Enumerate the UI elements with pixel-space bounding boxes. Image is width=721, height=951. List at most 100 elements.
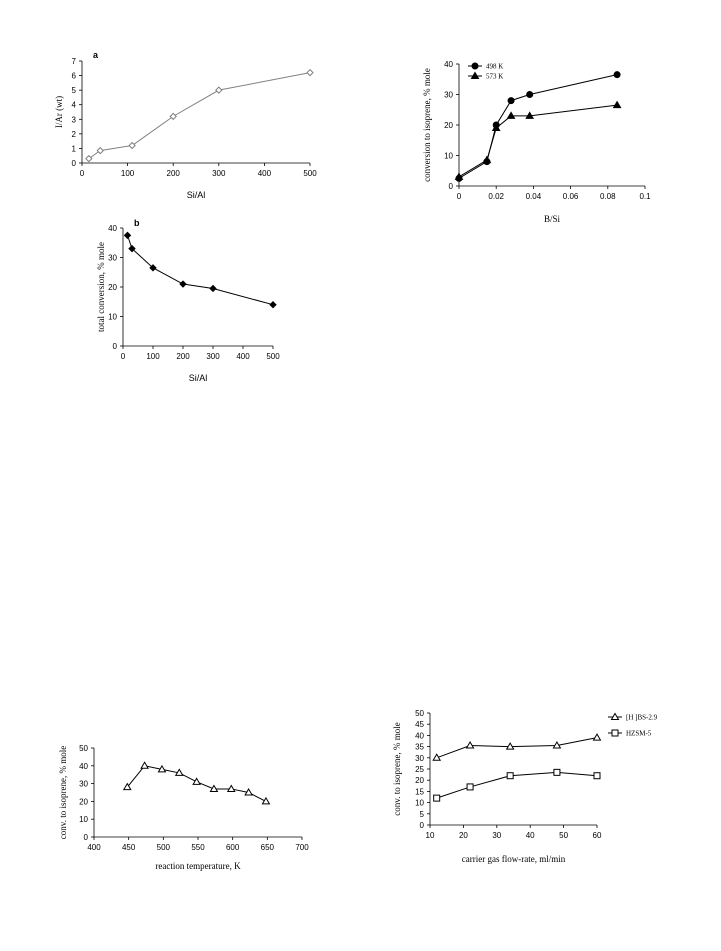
data-point [169,112,177,121]
x-tick-label: 30 [492,831,501,840]
x-tick-label: 400 [87,843,101,852]
y-tick-label: 7 [72,57,77,66]
y-tick-label: 40 [415,731,424,740]
x-tick-label: 650 [261,843,275,852]
x-tick-label: 200 [176,352,190,361]
y-tick-label: 20 [444,121,453,130]
x-tick-label: 0.06 [563,192,579,201]
y-tick-label: 15 [415,787,424,796]
data-point [215,86,223,94]
data-point [174,768,184,776]
data-point [592,733,602,741]
x-tick-label: 40 [526,831,535,840]
data-point [157,764,167,773]
data-point [466,783,474,791]
data-point [244,788,253,796]
chart-e: 10 20 30 40 50 60 0 5 10 15 20 25 30 35 40 45 50 carrier … [392,709,658,864]
y-axis-label: conv. to isoprene, % mole [58,746,68,839]
y-tick-label: 50 [415,709,424,718]
x-axis-label: reaction temperature, K [155,861,241,871]
series-line [436,771,598,799]
y-tick-label: 0 [113,342,118,351]
x-tick-label: 0 [457,192,462,201]
y-tick-label: 3 [72,115,77,124]
x-tick-label: 400 [258,169,272,178]
x-tick-label: 450 [122,843,136,852]
data-point [552,740,562,749]
legend-marker [611,729,619,737]
data-point [122,782,132,791]
series-line [436,737,598,759]
legend-marker [470,71,480,79]
data-point [505,742,515,750]
y-tick-label: 10 [415,799,424,808]
y-tick-label: 20 [79,797,88,806]
data-point [526,91,534,98]
legend-marker [610,712,620,720]
x-tick-label: 400 [236,352,250,361]
x-tick-label: 60 [593,831,602,840]
y-tick-label: 40 [79,762,88,771]
y-axis-label: conv. to isoprene, % mole [392,722,402,815]
y-tick-label: 5 [420,810,425,819]
x-axis-label: Si/Al [189,373,208,383]
data-point [432,753,442,761]
y-tick-label: 25 [415,765,424,774]
data-point [465,740,475,749]
y-tick-label: 10 [108,313,117,322]
chart-c: 0 0.02 0.04 0.06 0.08 0.1 0 10 20 30 40 B/Si convers… [422,60,651,224]
data-point [96,146,104,155]
chart-d: 400 450 500 550 600 650 700 0 10 20 30 40 50 reaction… [58,744,309,871]
x-axis-label: B/Si [544,214,561,224]
x-tick-label: 50 [559,831,568,840]
y-tick-label: 50 [79,744,88,753]
data-point [128,244,136,253]
data-point [593,772,601,780]
series-line [127,235,274,306]
data-point [149,264,157,272]
y-tick-label: 40 [108,224,117,233]
y-tick-label: 1 [72,144,77,153]
data-point [613,71,621,79]
data-point [179,280,187,288]
data-point [226,784,236,792]
series-line [458,74,618,179]
x-tick-label: 0.04 [526,192,542,201]
x-tick-label: 0.08 [600,192,616,201]
data-point [209,284,217,293]
data-point [140,761,149,769]
data-point [612,100,622,109]
chart-a: 0 100 200 300 400 500 0 1 2 3 4 5 6 7 Si/Al I/Ar (wt) a [54,50,317,200]
x-axis-label: Si/Al [187,190,206,200]
x-tick-label: 0.1 [639,192,651,201]
data-point [507,97,515,105]
data-point [482,155,492,164]
series-line [88,72,311,160]
y-tick-label: 2 [72,130,77,139]
y-tick-label: 0 [72,159,77,168]
y-tick-label: 30 [79,780,88,789]
y-tick-label: 40 [444,60,453,69]
data-point [269,300,277,309]
x-tick-label: 0 [80,169,85,178]
panel-label: a [93,50,99,60]
data-point [128,141,136,150]
x-axis-label: carrier gas flow-rate, ml/min [462,854,566,864]
x-tick-label: 100 [146,352,160,361]
y-tick-label: 45 [415,720,424,729]
y-tick-label: 4 [72,101,77,110]
y-axis-label: total conversion, % mole [96,242,106,332]
data-point [553,768,561,776]
data-point [192,777,201,785]
chart-b: 0 100 200 300 400 500 0 10 20 30 40 Si/Al total conv… [96,218,280,383]
data-point [85,154,93,163]
data-point [433,794,441,802]
y-tick-label: 6 [72,72,77,81]
legend-label: [H ]BS-2.9 [626,714,658,722]
legend-label: 498 K [486,63,503,71]
x-tick-label: 500 [157,843,171,852]
y-tick-label: 30 [415,754,424,763]
y-tick-label: 5 [72,86,77,95]
y-axis-label: I/Ar (wt) [54,96,64,128]
